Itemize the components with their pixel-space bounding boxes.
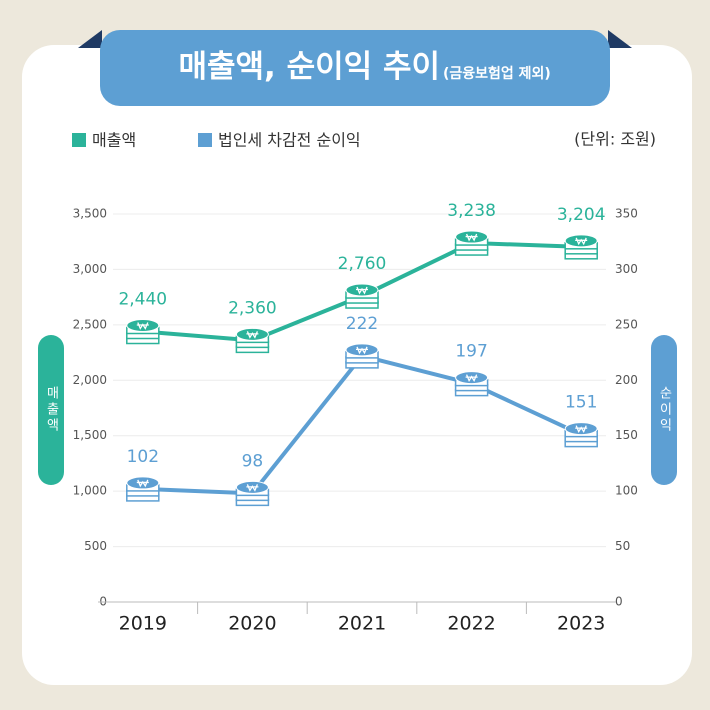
value-label: 151 (565, 393, 597, 413)
data-point (126, 476, 160, 502)
title-banner (100, 30, 610, 106)
y2-tick-label: 0 (615, 595, 623, 609)
y2-tick-label: 50 (615, 539, 630, 553)
y-tick-label: 1,000 (73, 484, 107, 498)
data-point (235, 480, 270, 507)
data-point (454, 371, 489, 397)
value-label: 222 (346, 314, 378, 334)
coin-symbol (575, 425, 588, 434)
value-label: 2,760 (338, 254, 387, 274)
x-tick-label: 2023 (557, 613, 605, 635)
y2-axis-label: 순이익 (651, 335, 677, 485)
coin-symbol (465, 233, 478, 242)
data-point (126, 319, 160, 345)
chart-title: 매출액, 순이익 추이 (178, 49, 440, 85)
y2-tick-label: 250 (615, 317, 638, 331)
unit-label: (단위: 조원) (574, 130, 656, 149)
legend-label: 매출액 (92, 131, 136, 150)
value-label: 3,238 (447, 201, 496, 221)
value-label: 2,440 (118, 290, 167, 310)
y2-tick-label: 100 (615, 484, 638, 498)
y-axis-label: 매출액 (38, 335, 64, 485)
coin-symbol (246, 331, 259, 339)
y2-tick-label: 300 (615, 262, 638, 276)
y-tick-label: 3,500 (73, 207, 107, 221)
x-tick-label: 2021 (338, 613, 386, 635)
y-tick-label: 2,500 (73, 317, 107, 331)
y-tick-label: 1,500 (73, 428, 107, 442)
legend-swatch (72, 133, 86, 147)
ribbon-left (78, 30, 102, 48)
value-label: 2,360 (228, 298, 277, 318)
data-point (454, 230, 489, 256)
coin-symbol (575, 237, 588, 246)
coin-symbol (246, 484, 259, 492)
y2-tick-label: 200 (615, 373, 638, 387)
y-tick-label: 3,000 (73, 262, 107, 276)
value-label: 3,204 (557, 205, 606, 225)
data-point (345, 343, 379, 369)
x-tick-label: 2019 (119, 613, 167, 635)
legend-swatch (198, 133, 212, 147)
y-tick-label: 500 (84, 539, 107, 553)
coin-symbol (356, 286, 368, 295)
chart-subtitle: (금융보험업 제외) (443, 65, 551, 82)
data-point (564, 234, 598, 260)
data-point (235, 327, 270, 354)
x-tick-label: 2022 (447, 613, 495, 635)
y-tick-label: 2,000 (73, 373, 107, 387)
coin-symbol (465, 374, 478, 383)
value-label: 197 (455, 342, 487, 362)
coin-symbol (136, 322, 149, 330)
y2-tick-label: 350 (615, 207, 638, 221)
value-label: 98 (242, 451, 264, 471)
legend-label: 법인세 차감전 순이익 (218, 131, 361, 150)
coin-symbol (356, 346, 368, 355)
data-point (345, 283, 379, 309)
data-point (564, 422, 598, 448)
coin-symbol (136, 479, 149, 488)
x-tick-label: 2020 (228, 613, 276, 635)
ribbon-right (608, 30, 632, 48)
y2-tick-label: 150 (615, 428, 638, 442)
value-label: 102 (127, 447, 159, 467)
